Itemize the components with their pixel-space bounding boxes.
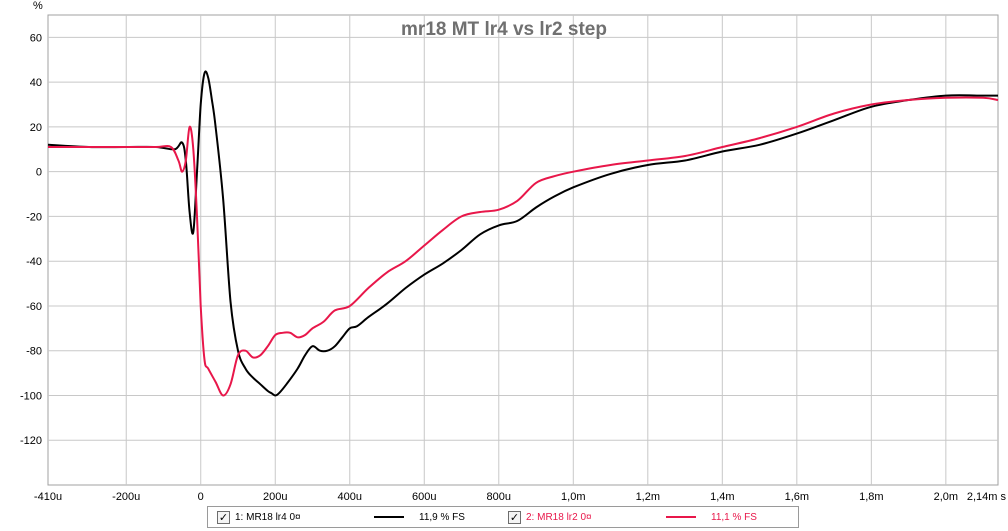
series-2-swatch (666, 516, 696, 518)
legend-item-series-2[interactable]: ✓ 2: MR18 lr2 0¤ (508, 507, 592, 527)
x-tick-label: 200u (263, 491, 287, 503)
x-tick-labels: -410u -200u 0 200u 400u 600u 800u 1,0m 1,2m 1,4m 1… (34, 491, 1007, 503)
y-tick-label: 0 (36, 167, 42, 179)
legend-swatch-series-2 (666, 507, 696, 527)
y-tick-label: -40 (26, 256, 42, 268)
y-axis-unit: % (33, 0, 43, 12)
legend-value-series-1: 11,9 % FS (419, 507, 465, 527)
x-tick-label: 0 (198, 491, 204, 503)
x-tick-label: 400u (338, 491, 362, 503)
x-tick-label: -410u (34, 491, 62, 503)
x-tick-label: 800u (487, 491, 511, 503)
series-1-legend-value: 11,9 % FS (419, 511, 465, 523)
x-tick-label: -200u (112, 491, 140, 503)
series-layer (47, 70, 999, 397)
x-end-tick-label: 2,14m s (967, 491, 1007, 503)
series-1-swatch (374, 516, 404, 518)
series-2-legend-value: 11,1 % FS (711, 511, 757, 523)
series-2-checkbox[interactable]: ✓ (508, 510, 521, 524)
x-tick-label: 1,2m (636, 491, 660, 503)
series-1-legend-name: 1: MR18 lr4 0¤ (235, 511, 301, 523)
y-tick-label: -80 (26, 346, 42, 358)
y-tick-label: 40 (30, 77, 42, 89)
chart: 60 40 20 0 -20 -40 -60 -80 -100 -120 -410u -200u 0 2… (20, 0, 1007, 503)
legend: ✓ 1: MR18 lr4 0¤ 11,9 % FS ✓ 2: MR18 lr2… (207, 506, 799, 528)
legend-item-series-1[interactable]: ✓ 1: MR18 lr4 0¤ (217, 507, 301, 527)
x-tick-label: 2,0m (934, 491, 958, 503)
x-tick-label: 1,8m (859, 491, 883, 503)
legend-swatch-series-1 (374, 507, 404, 527)
y-tick-label: -20 (26, 211, 42, 223)
y-tick-label: -120 (20, 435, 42, 447)
x-tick-label: 1,0m (561, 491, 585, 503)
y-tick-labels: 60 40 20 0 -20 -40 -60 -80 -100 -120 (20, 32, 42, 447)
y-tick-label: -60 (26, 301, 42, 313)
x-tick-label: 1,6m (785, 491, 809, 503)
y-tick-label: 60 (30, 32, 42, 44)
series-2-line (47, 96, 999, 397)
y-tick-label: -100 (20, 390, 42, 402)
x-tick-label: 1,4m (710, 491, 734, 503)
plot-background (47, 14, 999, 486)
series-1-checkbox[interactable]: ✓ (217, 510, 230, 524)
series-2-legend-name: 2: MR18 lr2 0¤ (526, 511, 592, 523)
chart-title: mr18 MT lr4 vs lr2 step (401, 19, 607, 40)
series-1-line (47, 70, 998, 397)
legend-value-series-2: 11,1 % FS (711, 507, 757, 527)
y-tick-label: 20 (30, 122, 42, 134)
x-tick-label: 600u (412, 491, 436, 503)
